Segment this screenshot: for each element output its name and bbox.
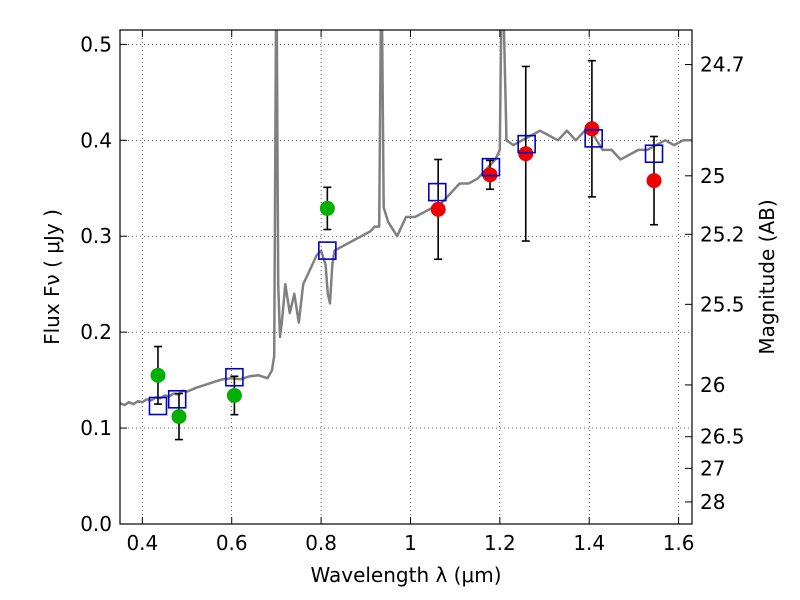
- y-tick-label: 0.5: [80, 32, 112, 56]
- x-tick-label: 0.8: [305, 531, 337, 555]
- photometry-point: [226, 387, 242, 403]
- y-tick-label: 0.3: [80, 224, 112, 248]
- photometry-point: [584, 121, 600, 137]
- x-tick-label: 0.6: [216, 531, 248, 555]
- x-tick-label: 1.6: [663, 531, 695, 555]
- x-axis-label: Wavelength λ (μm): [310, 563, 501, 587]
- model-flux-marker: [225, 367, 244, 387]
- model-flux-marker: [318, 241, 337, 260]
- model-flux-marker: [481, 157, 501, 177]
- axis-ticks: 0.4 0.6 0.8 1 1.2 1.4 1.6 0.0 0.1 0.2 0.3 0.4 0.5 24.…: [80, 30, 745, 555]
- model-flux-marker: [148, 396, 168, 416]
- y2-tick-label: 25.5: [700, 292, 745, 316]
- photometry-point: [171, 409, 187, 425]
- x-tick-label: 1: [404, 531, 417, 555]
- photometry-point: [319, 200, 335, 216]
- y2-tick-label: 27: [700, 456, 725, 480]
- x-tick-label: 1.2: [484, 531, 516, 555]
- y-tick-label: 0.1: [80, 416, 112, 440]
- y2-tick-label: 26.5: [700, 425, 745, 449]
- model-flux-marker: [427, 182, 447, 202]
- photometry-point: [646, 173, 662, 189]
- y-tick-label: 0.2: [80, 320, 112, 344]
- x-tick-label: 1.4: [573, 531, 605, 555]
- y-tick-label: 0.4: [80, 128, 112, 152]
- photometry-point: [518, 146, 534, 162]
- model-flux-marker: [517, 134, 536, 154]
- plot-area: [120, 30, 692, 441]
- photometry-point: [430, 201, 446, 217]
- y2-tick-label: 26: [700, 373, 725, 397]
- model-flux-marker: [584, 129, 603, 148]
- model-flux-marker: [644, 144, 664, 164]
- y2-tick-label: 25.2: [700, 222, 745, 246]
- photometry-point: [482, 167, 498, 183]
- spectrum-line: [120, 30, 692, 407]
- x-tick-label: 0.4: [126, 531, 158, 555]
- photometry-point: [150, 367, 166, 383]
- y2-axis-label: Magnitude (AB): [755, 199, 779, 354]
- model-flux-marker: [167, 390, 187, 409]
- plot-frame: [119, 29, 693, 525]
- y-axis-label: Flux Fν ( μJy ): [40, 209, 64, 345]
- y2-tick-label: 24.7: [700, 53, 745, 77]
- y-tick-label: 0.0: [80, 512, 112, 536]
- grid-lines: [120, 30, 692, 525]
- y2-tick-label: 25: [700, 164, 725, 188]
- y2-tick-label: 28: [700, 490, 725, 514]
